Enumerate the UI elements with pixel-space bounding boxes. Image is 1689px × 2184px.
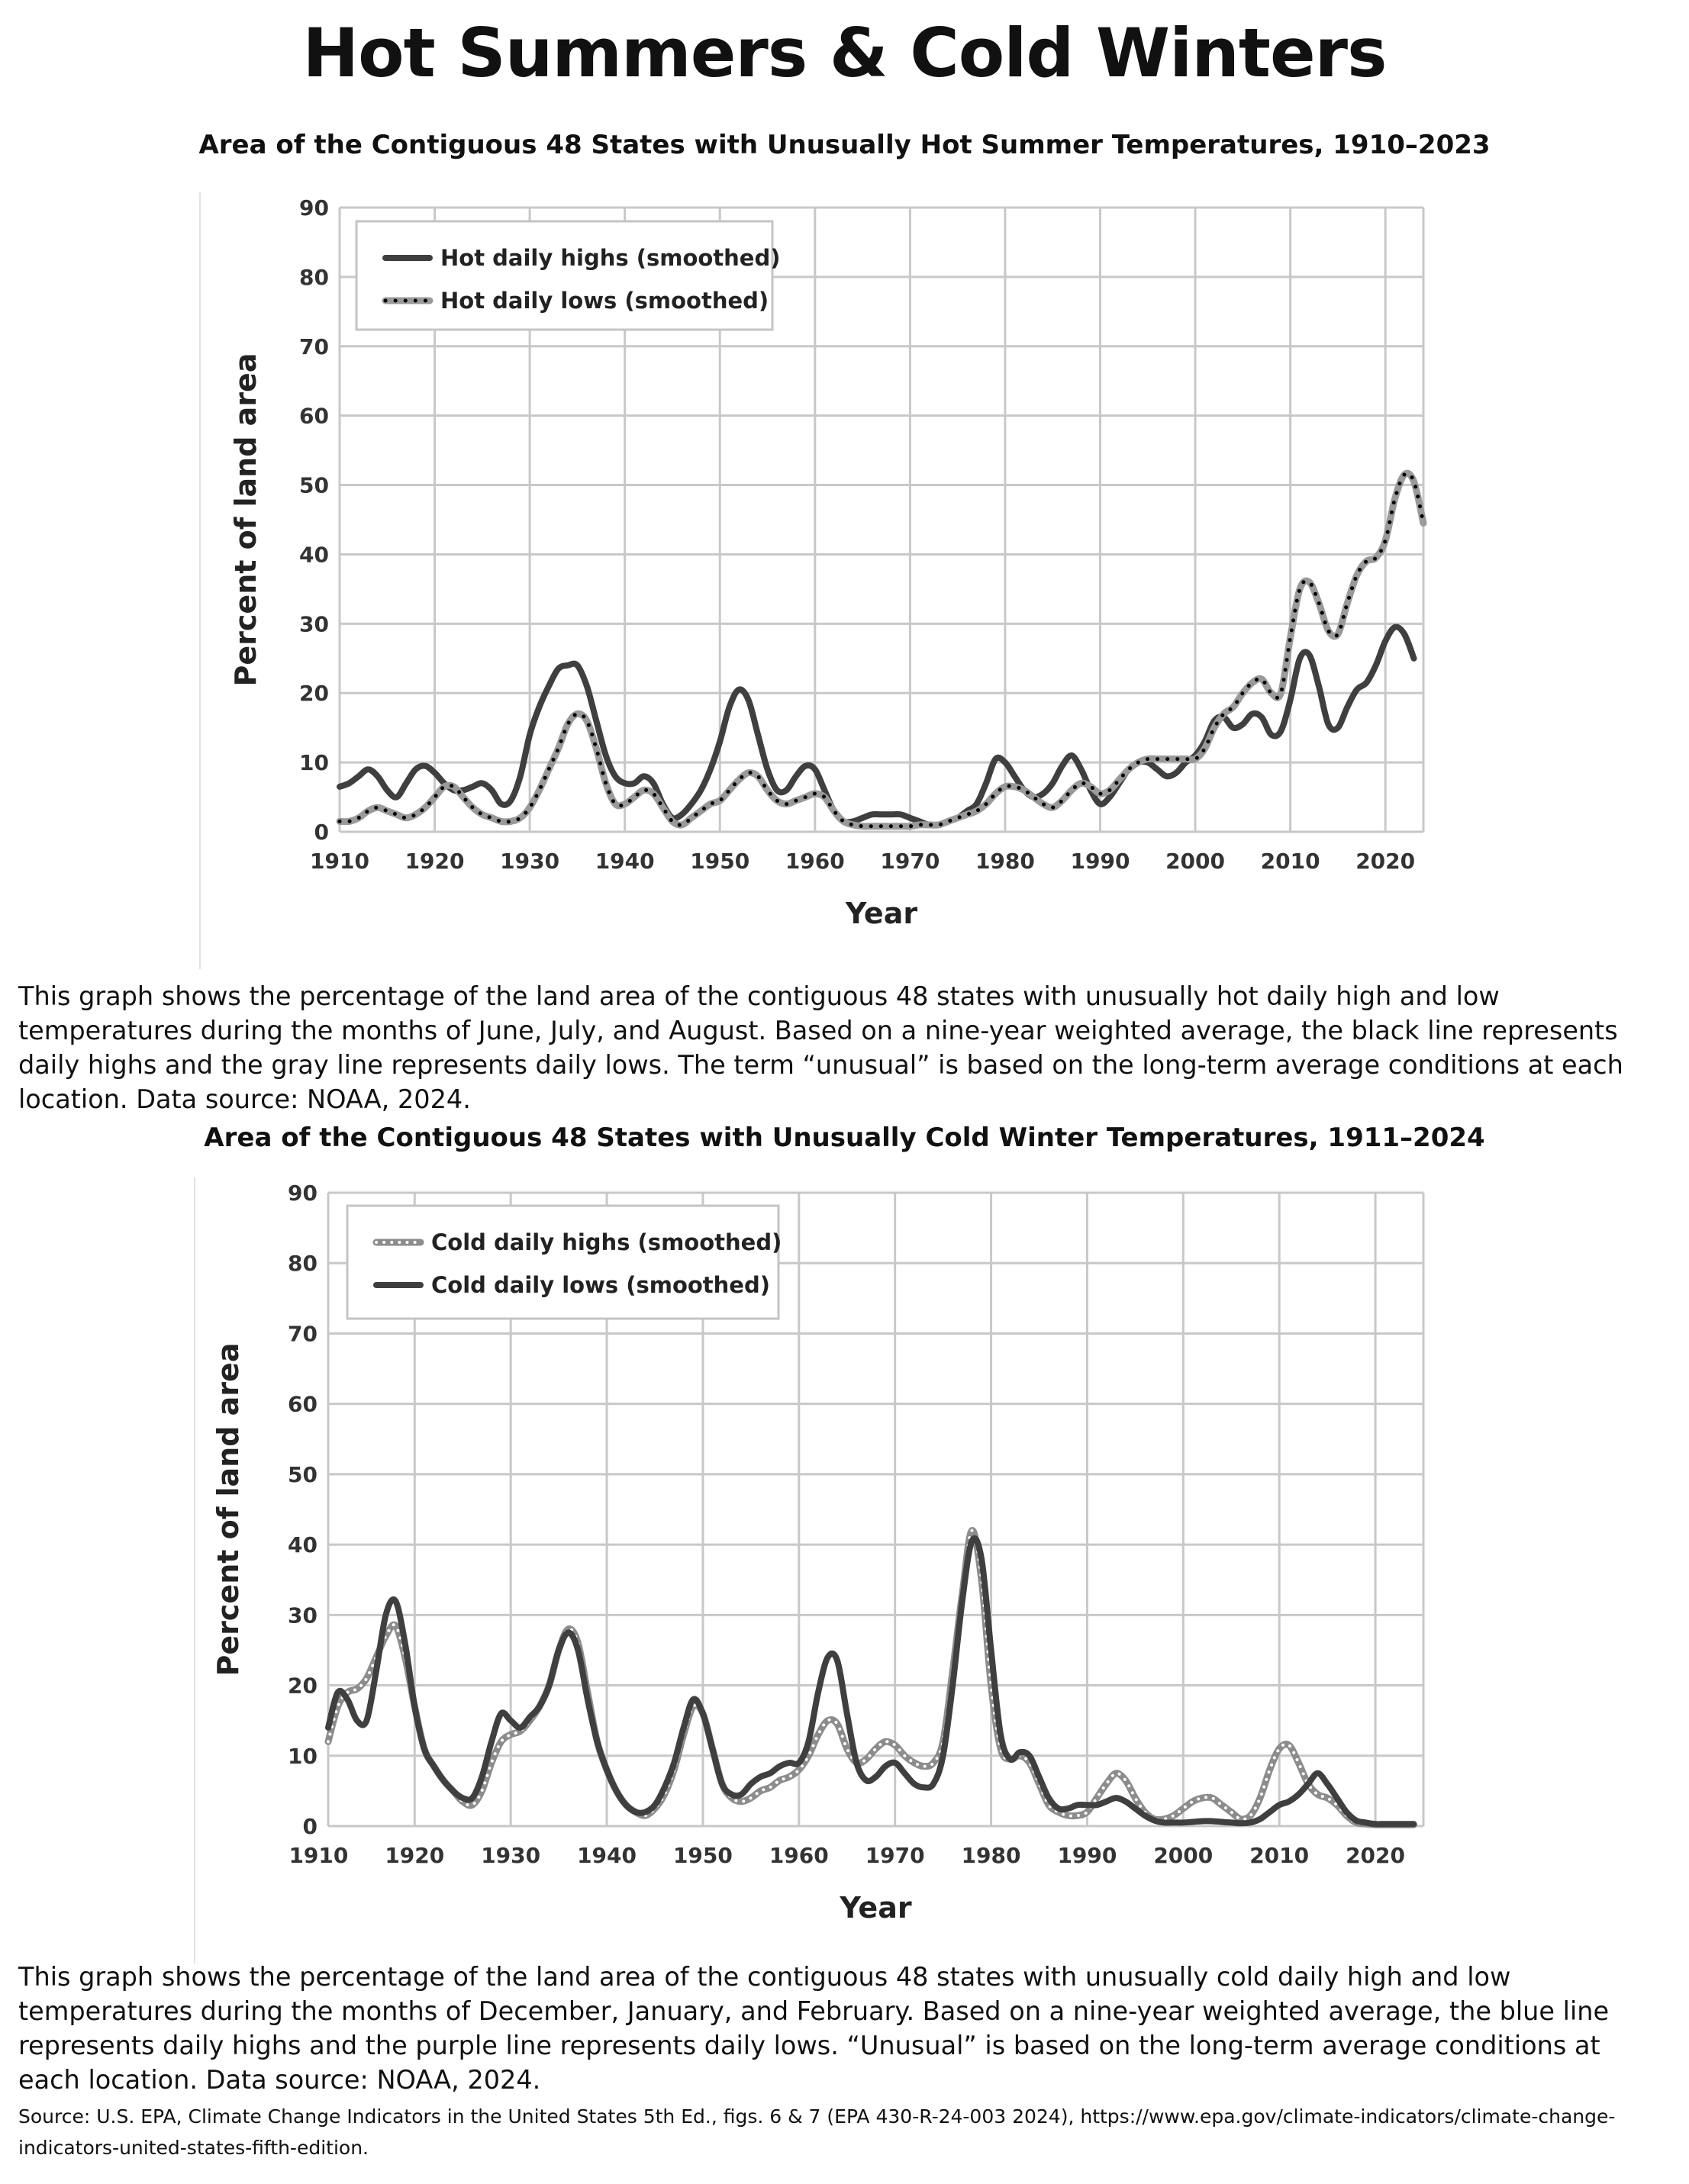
- hot-xtick-label-1970: 1970: [880, 849, 940, 874]
- hot-xtick-label-1940: 1940: [595, 849, 655, 874]
- cold-xtick-label-1990: 1990: [1057, 1843, 1117, 1868]
- cold-series-1-line: [325, 1535, 1417, 1828]
- hot-summer-chart: 0 10 20 30 40 50 60 70 80 90 1910 1920 1930 1940 1950 1…: [199, 192, 1427, 969]
- source-note: Source: U.S. EPA, Climate Change Indicat…: [18, 2105, 1616, 2159]
- cold-y-axis-title: Percent of land area: [211, 1343, 245, 1677]
- cold-xtick-label-2010: 2010: [1249, 1843, 1309, 1868]
- cold-legend-box: [346, 1204, 780, 1320]
- cold-ytick-label-70: 70: [288, 1321, 317, 1346]
- cold-ytick-label-0: 0: [303, 1814, 317, 1839]
- cold-legend-label-0: Cold daily highs (smoothed): [431, 1229, 782, 1255]
- hot-ytick-label-60: 60: [299, 404, 329, 429]
- hot-legend-label-0: Hot daily highs (smoothed): [440, 245, 780, 271]
- hot-x-axis-title: Year: [845, 897, 917, 930]
- cold-chart-title: Area of the Contiguous 48 States with Un…: [204, 1123, 1485, 1153]
- cold-xtick-label-1950: 1950: [673, 1843, 733, 1868]
- cold-xtick-label-2020: 2020: [1346, 1843, 1405, 1868]
- hot-xtick-label-1950: 1950: [690, 849, 749, 874]
- hot-chart-title: Area of the Contiguous 48 States with Un…: [198, 130, 1491, 160]
- cold-x-axis-title: Year: [839, 1891, 911, 1925]
- cold-ytick-label-20: 20: [288, 1673, 317, 1699]
- hot-series-0-line: [337, 623, 1417, 829]
- cold-xtick-label-1920: 1920: [385, 1843, 444, 1868]
- cold-ytick-label-50: 50: [288, 1462, 317, 1487]
- cold-ytick-label-60: 60: [288, 1392, 317, 1417]
- hot-ytick-label-10: 10: [299, 750, 329, 775]
- hot-y-axis-title: Percent of land area: [229, 353, 263, 687]
- cold-xtick-label-1980: 1980: [962, 1843, 1021, 1868]
- hot-xtick-label-1920: 1920: [405, 849, 465, 874]
- cold-chart-caption: This graph shows the percentage of the l…: [18, 1962, 1610, 2095]
- hot-legend-box: [355, 220, 774, 331]
- hot-ytick-label-20: 20: [299, 681, 329, 706]
- hot-xtick-label-2000: 2000: [1165, 849, 1225, 874]
- cold-ytick-label-40: 40: [288, 1532, 317, 1557]
- hot-gridlines: [338, 206, 1425, 833]
- cold-ytick-label-90: 90: [288, 1181, 317, 1206]
- cold-winter-chart: 0 10 20 30 40 50 60 70 80 90 1910 1920 1930 1940 1950 1…: [194, 1177, 1425, 1963]
- cold-xtick-label-1910: 1910: [288, 1843, 348, 1868]
- hot-xtick-label-2020: 2020: [1355, 849, 1415, 874]
- hot-ytick-label-80: 80: [299, 265, 329, 290]
- hot-xtick-label-1930: 1930: [500, 849, 559, 874]
- hot-legend-label-1: Hot daily lows (smoothed): [440, 288, 769, 314]
- hot-xtick-label-1990: 1990: [1071, 849, 1130, 874]
- hot-xtick-label-1910: 1910: [310, 849, 369, 874]
- hot-ytick-label-30: 30: [299, 611, 329, 636]
- cold-xtick-label-1940: 1940: [577, 1843, 637, 1868]
- hot-ytick-label-0: 0: [314, 820, 329, 845]
- cold-xtick-label-1960: 1960: [769, 1843, 829, 1868]
- cold-xtick-label-1930: 1930: [481, 1843, 540, 1868]
- hot-ytick-label-40: 40: [299, 542, 329, 567]
- cold-ytick-label-10: 10: [288, 1744, 317, 1769]
- cold-legend-label-1: Cold daily lows (smoothed): [431, 1272, 770, 1298]
- hot-xtick-label-1960: 1960: [785, 849, 845, 874]
- cold-xtick-label-2000: 2000: [1153, 1843, 1213, 1868]
- cold-xtick-label-1970: 1970: [865, 1843, 925, 1868]
- cold-series-0-dots: [327, 1528, 1416, 1827]
- page-title: Hot Summers & Cold Winters: [302, 14, 1388, 92]
- hot-xtick-label-2010: 2010: [1261, 849, 1320, 874]
- cold-ytick-label-80: 80: [288, 1251, 317, 1276]
- hot-ytick-label-90: 90: [299, 195, 329, 221]
- cold-ytick-label-30: 30: [288, 1603, 317, 1628]
- hot-series-1-dots: [337, 471, 1426, 829]
- hot-ytick-label-50: 50: [299, 473, 329, 498]
- hot-xtick-label-1980: 1980: [975, 849, 1035, 874]
- hot-ytick-label-70: 70: [299, 334, 329, 359]
- hot-chart-caption: This graph shows the percentage of the l…: [18, 981, 1623, 1114]
